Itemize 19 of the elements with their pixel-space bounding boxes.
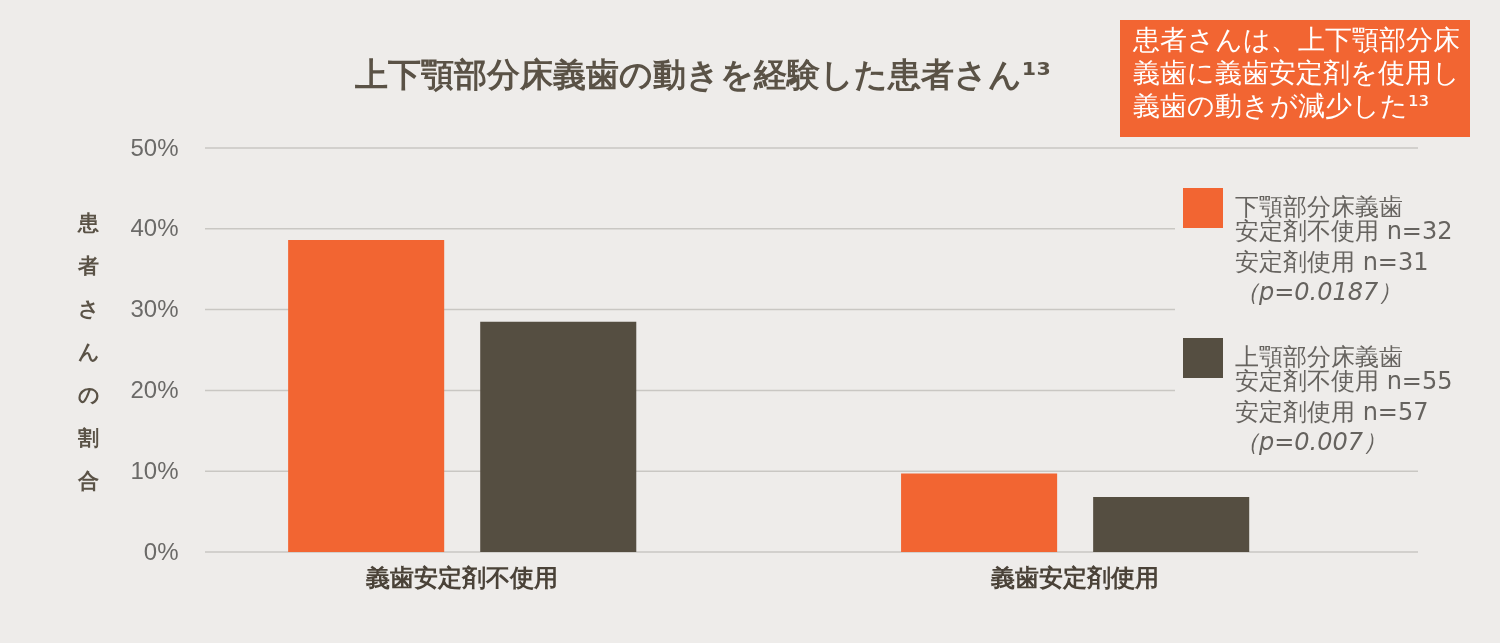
bar xyxy=(901,473,1058,552)
text: 患者さんは、上下顎部分床義歯に義歯安定剤を使用し義歯の動きが減少した¹³ xyxy=(1132,24,1460,121)
y-tick-label: 40% xyxy=(130,214,179,242)
bar xyxy=(1093,497,1250,552)
y-tick-label: 50% xyxy=(130,133,179,161)
annotation: （p=0.007） xyxy=(1235,428,1388,456)
chart-title: 上下顎部分床義歯の動きを経験した患者さん¹³ xyxy=(354,55,1051,94)
annotation: 安定剤使用 n=31 xyxy=(1235,247,1429,276)
bar xyxy=(288,240,445,552)
y-tick-label: 30% xyxy=(130,295,179,323)
x-tick-label: 義歯安定剤使用 xyxy=(990,563,1160,592)
y-tick-label: 10% xyxy=(130,456,179,484)
annotation: （p=0.0187） xyxy=(1235,278,1403,306)
annotation: 安定剤使用 n=57 xyxy=(1235,397,1429,426)
y-tick-label: 0% xyxy=(143,537,179,565)
y-axis-title: 患者さんの割合 xyxy=(77,210,100,493)
bar xyxy=(480,321,637,552)
x-tick-label: 義歯安定剤不使用 xyxy=(365,563,559,592)
y-tick-label: 20% xyxy=(130,375,179,403)
